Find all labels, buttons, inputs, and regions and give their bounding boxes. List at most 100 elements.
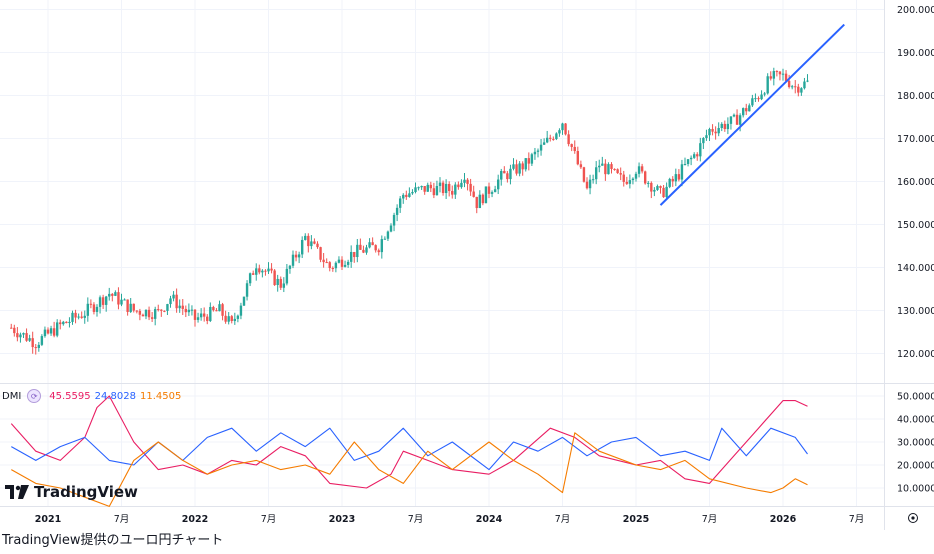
candle-body [34,347,37,349]
candle-body [699,143,702,157]
candle-body [469,183,472,192]
candle-body [297,254,301,258]
candle-body [92,304,96,312]
chart-settings-icon[interactable] [907,512,919,524]
candle-body [598,165,601,168]
candle-body [619,173,622,175]
candle-body [294,254,298,258]
candle-body [322,259,325,263]
candle-body [212,306,215,311]
candle-body [196,317,200,320]
candle-body [451,191,454,195]
candle-body [760,94,763,100]
candle-body [549,137,552,139]
candle-body [184,308,188,313]
candle-body [359,244,362,250]
candle-body [68,321,71,324]
candle-body [656,186,659,190]
candle-body [696,154,699,157]
candle-body [187,309,191,313]
candle-body [757,98,760,100]
candle-body [169,298,172,305]
candle-body [356,244,359,258]
candle-body [215,310,218,312]
candle-body [224,315,227,322]
candle-body [405,194,408,197]
candle-body [530,154,534,164]
candles-layer [10,67,809,355]
candle-body [720,123,723,129]
candle-body [166,304,169,311]
time-tick-label: 2024 [476,514,503,525]
candle-body [95,306,99,312]
candle-body [435,185,439,196]
candle-body [766,76,769,94]
candle-body [89,303,93,305]
candle-body [233,318,237,322]
candle-body [659,186,662,188]
candle-body [190,309,194,311]
candle-body [741,108,745,116]
candle-body [261,270,264,273]
candle-body [300,239,304,255]
candle-body [472,191,475,197]
candle-body [561,123,564,131]
candle-body [800,88,803,93]
candle-body [772,71,776,79]
candle-body [444,183,448,194]
candle-body [647,182,650,184]
time-tick-label: 7月 [408,514,424,525]
time-tick-label: 2022 [182,514,208,525]
dmi-tick-label: 30.0000 [897,438,934,449]
candle-body [408,193,411,197]
candle-body [175,294,178,309]
candle-body [775,71,779,73]
indicator-settings-icon[interactable]: ⟳ [27,389,42,403]
candle-body [533,151,537,155]
candle-body [797,86,800,93]
candle-body [665,186,668,198]
candle-body [362,249,365,253]
candle-body [555,133,558,140]
candle-body [101,297,105,305]
candle-body [732,114,736,117]
candle-body [496,179,500,190]
candle-body [631,178,635,181]
candle-body [778,71,782,75]
dmi-value-2: 24.8028 [94,390,136,402]
candle-body [790,86,794,88]
candle-body [490,192,494,194]
candle-body [386,231,390,239]
candle-body [178,305,181,309]
candle-body [138,310,142,315]
candle-body [104,296,108,305]
candle-body [199,313,203,318]
candle-body [616,169,619,174]
candle-body [512,164,515,169]
candle-body [683,164,687,166]
candle-body [83,315,86,318]
candle-body [395,207,399,215]
candle-body [255,268,258,275]
time-tick-label: 2025 [623,514,649,525]
candle-body [481,194,485,204]
candle-body [288,265,292,269]
dmi-series-2 [11,427,808,471]
candle-body [402,194,405,199]
candle-body [120,299,123,305]
candle-body [65,321,68,324]
candle-body [781,73,785,75]
candle-body [509,168,512,180]
price-tick-label: 120.000 [897,349,934,360]
candle-body [607,164,610,175]
candle-body [368,242,371,248]
candle-body [276,278,279,286]
candle-body [484,186,488,204]
candle-body [417,187,420,189]
candle-body [536,150,540,152]
candle-body [518,163,521,174]
candle-body [463,179,466,183]
time-tick-label: 7月 [849,514,865,525]
